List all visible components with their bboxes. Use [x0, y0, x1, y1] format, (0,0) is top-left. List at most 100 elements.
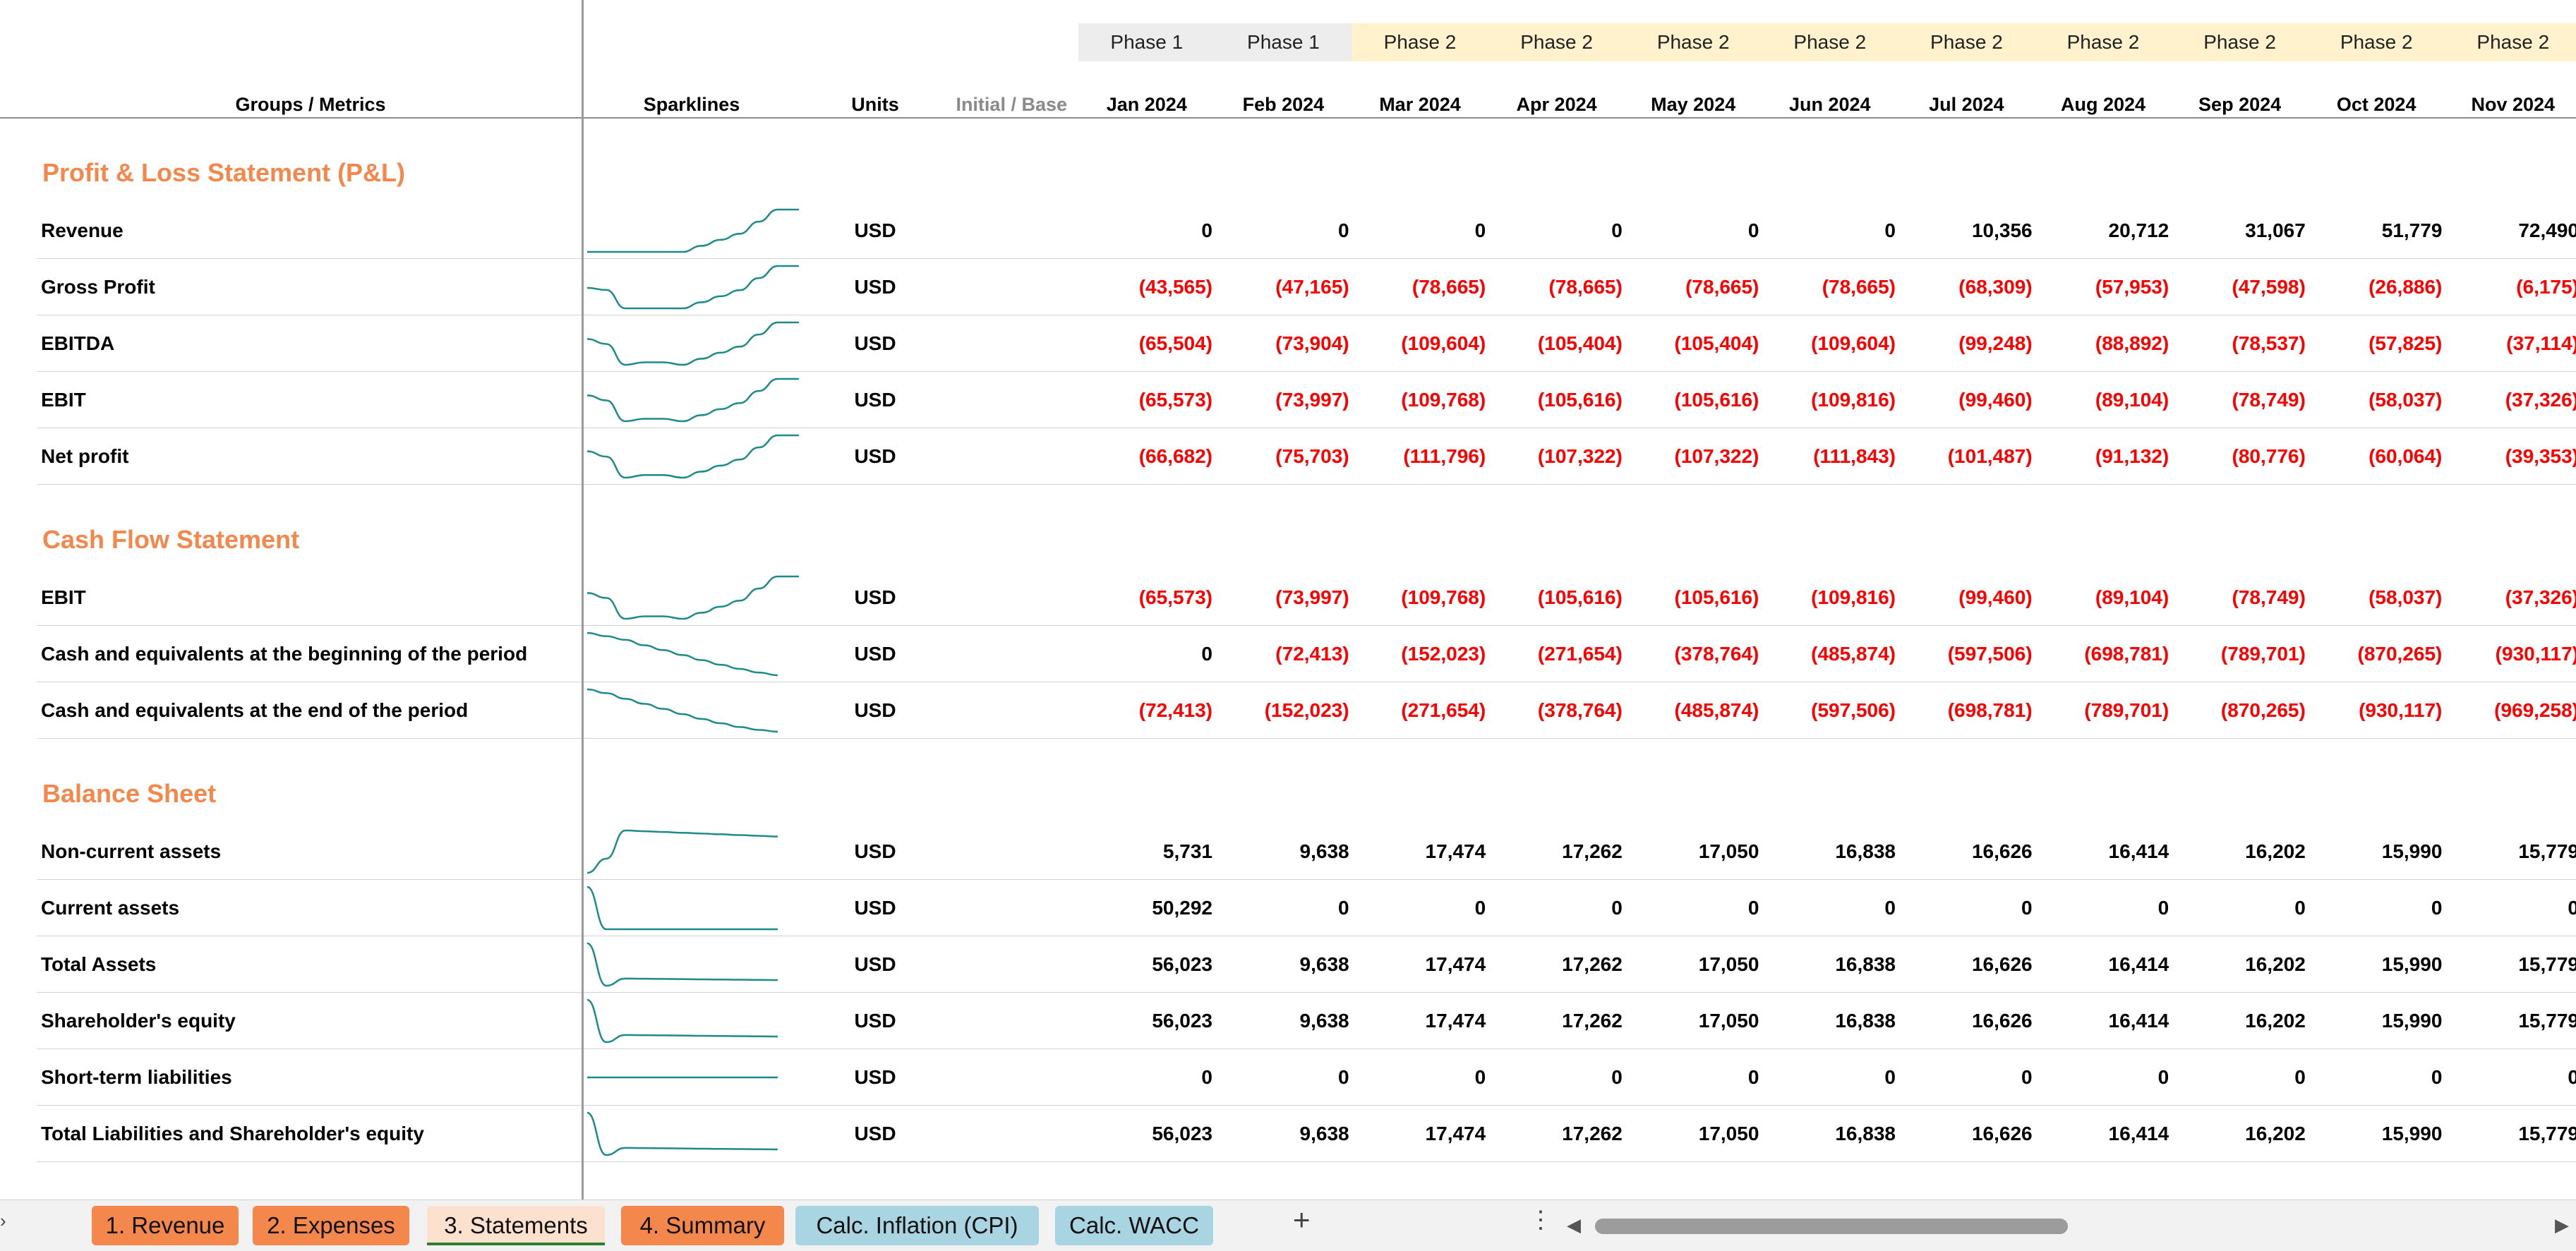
value-cell[interactable]: (870,265): [2357, 643, 2443, 665]
value-cell[interactable]: (78,749): [2232, 586, 2306, 608]
value-cell[interactable]: 16,414: [2108, 840, 2169, 862]
value-cell[interactable]: (109,604): [1401, 332, 1486, 354]
value-cell[interactable]: (597,506): [1811, 699, 1896, 721]
value-cell[interactable]: (37,326): [2505, 586, 2576, 608]
scrollbar-thumb[interactable]: [1595, 1219, 2068, 1234]
value-cell[interactable]: 0: [1338, 897, 1349, 919]
value-cell[interactable]: (37,114): [2506, 332, 2576, 354]
value-cell[interactable]: 15,990: [2381, 1010, 2443, 1032]
value-cell[interactable]: (969,258): [2494, 699, 2576, 721]
value-cell[interactable]: 0: [1201, 1066, 1212, 1088]
value-cell[interactable]: (111,843): [1813, 445, 1896, 467]
value-cell[interactable]: 0: [1201, 219, 1212, 241]
value-cell[interactable]: (930,117): [2495, 643, 2576, 665]
chevron-right-icon[interactable]: ›: [0, 1210, 6, 1231]
value-cell[interactable]: 0: [1884, 897, 1896, 919]
value-cell[interactable]: (99,248): [1958, 332, 2033, 354]
value-cell[interactable]: 51,779: [2381, 219, 2443, 241]
value-cell[interactable]: 17,474: [1425, 1010, 1486, 1032]
value-cell[interactable]: 0: [1884, 1066, 1896, 1088]
value-cell[interactable]: (72,413): [1275, 643, 1349, 665]
value-cell[interactable]: 16,838: [1835, 1123, 1896, 1144]
triangle-right-icon[interactable]: ▶: [2555, 1214, 2569, 1235]
value-cell[interactable]: 5,731: [1162, 840, 1212, 862]
value-cell[interactable]: (789,701): [2084, 699, 2169, 721]
value-cell[interactable]: 16,626: [1971, 953, 2033, 975]
value-cell[interactable]: (37,326): [2505, 389, 2576, 411]
value-cell[interactable]: (105,616): [1537, 389, 1623, 411]
value-cell[interactable]: (107,322): [1674, 445, 1759, 467]
triangle-left-icon[interactable]: ◀: [1567, 1214, 1581, 1235]
value-cell[interactable]: 17,050: [1698, 953, 1759, 975]
value-cell[interactable]: (99,460): [1958, 586, 2033, 608]
value-cell[interactable]: (80,776): [2232, 445, 2306, 467]
value-cell[interactable]: 16,202: [2245, 953, 2306, 975]
value-cell[interactable]: (39,353): [2505, 445, 2576, 467]
value-cell[interactable]: 16,414: [2108, 1010, 2169, 1032]
value-cell[interactable]: 15,779: [2518, 1123, 2576, 1144]
value-cell[interactable]: 15,990: [2381, 1123, 2443, 1144]
plus-icon[interactable]: +: [1293, 1203, 1311, 1236]
value-cell[interactable]: (65,504): [1138, 332, 1212, 354]
value-cell[interactable]: 15,990: [2381, 840, 2443, 862]
value-cell[interactable]: (698,781): [2084, 643, 2169, 665]
value-cell[interactable]: (109,768): [1401, 586, 1486, 608]
value-cell[interactable]: (58,037): [2369, 586, 2443, 608]
value-cell[interactable]: 16,626: [1971, 1010, 2033, 1032]
value-cell[interactable]: (378,764): [1537, 699, 1623, 721]
value-cell[interactable]: (47,598): [2232, 276, 2306, 298]
value-cell[interactable]: (378,764): [1674, 643, 1759, 665]
value-cell[interactable]: 31,067: [2245, 219, 2306, 241]
value-cell[interactable]: 15,990: [2381, 953, 2443, 975]
value-cell[interactable]: (43,565): [1138, 276, 1212, 298]
value-cell[interactable]: (78,665): [1548, 276, 1623, 298]
value-cell[interactable]: (6,175): [2516, 276, 2576, 298]
value-cell[interactable]: 56,023: [1152, 1123, 1212, 1144]
value-cell[interactable]: 15,779: [2518, 953, 2576, 975]
value-cell[interactable]: 10,356: [1971, 219, 2033, 241]
value-cell[interactable]: (65,573): [1138, 389, 1212, 411]
value-cell[interactable]: (109,768): [1401, 389, 1486, 411]
value-cell[interactable]: (870,265): [2220, 699, 2306, 721]
sheet-tab[interactable]: 4. Summary: [621, 1206, 784, 1245]
value-cell[interactable]: 15,779: [2518, 1010, 2576, 1032]
value-cell[interactable]: 0: [2157, 897, 2169, 919]
sheet-tab[interactable]: Calc. Inflation (CPI): [795, 1206, 1039, 1245]
value-cell[interactable]: (485,874): [1674, 699, 1759, 721]
value-cell[interactable]: (105,404): [1537, 332, 1623, 354]
value-cell[interactable]: 17,050: [1698, 1123, 1759, 1144]
value-cell[interactable]: (930,117): [2359, 699, 2443, 721]
value-cell[interactable]: (485,874): [1811, 643, 1896, 665]
horizontal-scrollbar[interactable]: ◀ ▶: [1567, 1210, 2569, 1241]
value-cell[interactable]: 0: [1611, 1066, 1623, 1088]
value-cell[interactable]: 17,474: [1425, 953, 1486, 975]
value-cell[interactable]: (73,997): [1275, 586, 1349, 608]
value-cell[interactable]: 20,712: [2108, 219, 2169, 241]
value-cell[interactable]: (75,703): [1275, 445, 1349, 467]
value-cell[interactable]: 16,838: [1835, 1010, 1896, 1032]
value-cell[interactable]: 0: [1338, 219, 1349, 241]
value-cell[interactable]: (99,460): [1958, 389, 2033, 411]
value-cell[interactable]: (60,064): [2369, 445, 2443, 467]
value-cell[interactable]: 17,050: [1698, 840, 1759, 862]
value-cell[interactable]: 0: [2568, 897, 2576, 919]
value-cell[interactable]: (109,604): [1811, 332, 1896, 354]
value-cell[interactable]: (698,781): [1947, 699, 2033, 721]
sheet-tab[interactable]: 3. Statements: [427, 1206, 605, 1245]
value-cell[interactable]: 0: [1747, 897, 1759, 919]
value-cell[interactable]: 0: [1611, 219, 1623, 241]
value-cell[interactable]: (107,322): [1537, 445, 1623, 467]
value-cell[interactable]: 0: [2431, 897, 2443, 919]
value-cell[interactable]: (109,816): [1811, 389, 1896, 411]
value-cell[interactable]: 16,414: [2108, 953, 2169, 975]
value-cell[interactable]: 16,202: [2245, 1010, 2306, 1032]
value-cell[interactable]: 17,262: [1562, 1123, 1623, 1144]
value-cell[interactable]: (78,537): [2232, 332, 2306, 354]
sheet-tab[interactable]: 1. Revenue: [92, 1206, 239, 1245]
value-cell[interactable]: 72,490: [2518, 219, 2576, 241]
value-cell[interactable]: (66,682): [1138, 445, 1212, 467]
value-cell[interactable]: (597,506): [1947, 643, 2033, 665]
value-cell[interactable]: 0: [1747, 219, 1759, 241]
value-cell[interactable]: 17,474: [1425, 840, 1486, 862]
value-cell[interactable]: (65,573): [1138, 586, 1212, 608]
